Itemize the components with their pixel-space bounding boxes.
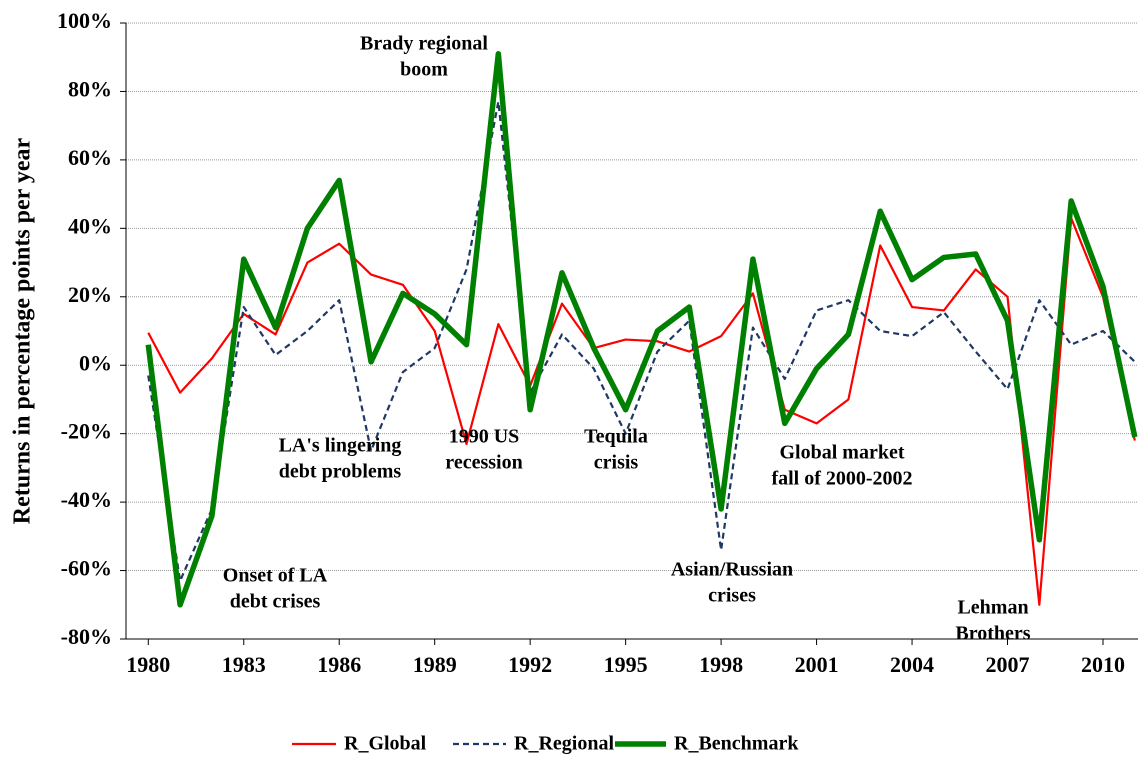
x-tick-label: 2007	[986, 652, 1030, 677]
annotation: Global market	[780, 442, 905, 464]
y-tick-label: -80%	[61, 624, 112, 649]
x-tick-label: 1989	[413, 652, 457, 677]
annotation: fall of 2000-2002	[771, 468, 912, 490]
annotation: Asian/Russian	[671, 559, 793, 581]
legend-label: R_Global	[344, 733, 427, 755]
y-tick-label: 100%	[57, 8, 112, 33]
x-tick-label: 1992	[508, 652, 552, 677]
x-tick-label: 2001	[795, 652, 839, 677]
annotation: 1990 US	[449, 426, 520, 448]
annotation: recession	[445, 452, 522, 474]
legend-label: R_Benchmark	[674, 733, 799, 755]
y-tick-label: -40%	[61, 487, 112, 512]
annotation: Brady regional	[360, 33, 488, 55]
series-line	[147, 100, 1136, 582]
y-tick-label: -20%	[61, 419, 112, 444]
x-tick-label: 1986	[317, 652, 361, 677]
y-axis-label: Returns in percentage points per year	[10, 137, 36, 524]
annotation: boom	[400, 59, 448, 81]
x-tick-label: 1995	[604, 652, 648, 677]
y-tick-label: 80%	[68, 76, 112, 101]
y-tick-label: -60%	[61, 556, 112, 581]
y-tick-label: 20%	[68, 282, 112, 307]
annotation: crisis	[594, 452, 639, 474]
annotation: Brothers	[955, 623, 1030, 645]
annotation: Tequila	[584, 426, 648, 448]
annotation: Onset of LA	[223, 565, 328, 587]
x-tick-label: 2004	[890, 652, 934, 677]
y-tick-label: 0%	[79, 350, 112, 375]
legend-label: R_Regional	[514, 733, 614, 755]
annotation: crises	[708, 585, 756, 607]
annotation: debt problems	[279, 461, 402, 483]
x-tick-label: 1998	[699, 652, 743, 677]
series-line	[145, 51, 1138, 608]
annotation: Lehman	[957, 597, 1028, 619]
x-tick-label: 2010	[1081, 652, 1125, 677]
x-tick-label: 1980	[126, 652, 170, 677]
y-tick-label: 40%	[68, 213, 112, 238]
series-line	[147, 216, 1136, 606]
annotation: LA's lingering	[279, 435, 402, 457]
y-tick-label: 60%	[68, 145, 112, 170]
annotation: debt crises	[230, 591, 321, 613]
x-tick-label: 1983	[222, 652, 266, 677]
